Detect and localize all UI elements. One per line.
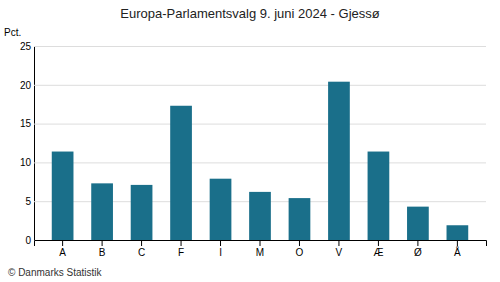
x-tick-label: B (99, 247, 106, 258)
bars (52, 82, 468, 240)
bar (447, 225, 469, 240)
y-tick-label: 25 (20, 41, 32, 52)
y-tick: 15 (20, 118, 486, 129)
bar (328, 82, 350, 240)
x-tick-mark (457, 240, 458, 246)
grid-line (34, 85, 486, 86)
x-tick-label: V (336, 247, 343, 258)
x-tick-mark (141, 240, 142, 246)
x-tick-label: M (256, 247, 264, 258)
bar (170, 106, 192, 240)
y-axis-line (35, 47, 487, 241)
x-tick: M (256, 240, 264, 258)
title: Europa-Parlamentsvalg 9. juni 2024 - Gje… (120, 6, 379, 21)
x-tick-label: F (178, 247, 184, 258)
x-tick-mark (181, 240, 182, 246)
y-axis: 0 5 10 15 20 25 (20, 41, 486, 246)
x-tick: Ø (414, 240, 422, 258)
x-tick-label: Æ (373, 247, 383, 258)
grid-line (34, 162, 486, 163)
x-tick: B (99, 240, 106, 258)
bar (210, 179, 232, 240)
y-tick-label: 20 (20, 80, 32, 91)
y-tick: 25 (20, 41, 486, 52)
x-tick-mark (338, 240, 339, 246)
bar (407, 207, 429, 240)
x-tick: A (59, 240, 66, 258)
y-axis-label: Pct. (4, 27, 21, 38)
x-tick-mark (378, 240, 379, 246)
bar (368, 152, 390, 240)
x-axis: ABCFIMOVÆØÅ (35, 240, 487, 258)
bar (131, 185, 153, 240)
x-axis-line (35, 241, 487, 247)
grid-line (34, 124, 486, 125)
x-tick-mark (62, 240, 63, 246)
x-tick-mark (260, 240, 261, 246)
x-tick-label: Å (454, 246, 461, 258)
bar (91, 183, 113, 240)
x-tick-mark (299, 240, 300, 246)
x-tick-label: A (59, 247, 66, 258)
grid-line (34, 46, 486, 47)
chart: Europa-Parlamentsvalg 9. juni 2024 - Gje… (0, 0, 500, 282)
x-tick: I (219, 240, 222, 258)
x-tick: Å (454, 240, 461, 258)
bar (249, 192, 271, 240)
x-tick: C (138, 240, 145, 258)
x-tick-label: Ø (414, 247, 422, 258)
x-tick: V (336, 240, 343, 258)
y-tick-label: 0 (25, 235, 31, 246)
x-tick: O (296, 240, 304, 258)
y-tick: 10 (20, 157, 486, 168)
plot-area: 0 5 10 15 20 25 Pct. A B C F I M O V Æ Ø Å (4, 27, 487, 258)
bar (52, 152, 74, 240)
bar (289, 198, 311, 240)
y-tick-label: 15 (20, 118, 32, 129)
x-tick-label: O (296, 247, 304, 258)
x-tick: F (178, 240, 184, 258)
x-tick-mark (102, 240, 103, 246)
x-tick-mark (220, 240, 221, 246)
x-tick-mark (417, 240, 418, 246)
footer: © Danmarks Statistik (8, 267, 103, 278)
y-tick: 20 (20, 80, 486, 91)
y-tick-label: 5 (25, 196, 31, 207)
y-tick-label: 10 (20, 157, 32, 168)
x-tick-label: I (219, 247, 222, 258)
x-tick: Æ (373, 240, 383, 258)
x-tick-label: C (138, 247, 145, 258)
